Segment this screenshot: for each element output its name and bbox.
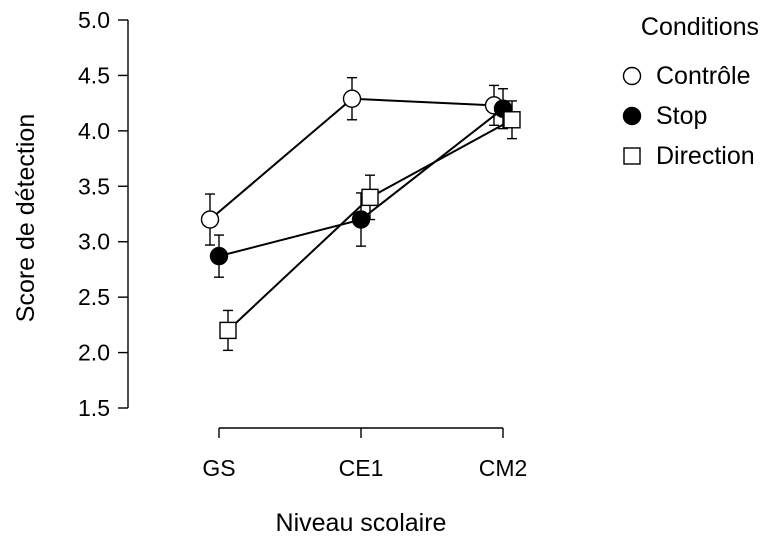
y-tick-label: 2.5 (78, 284, 110, 310)
data-point (200, 210, 220, 229)
legend-marker (622, 106, 642, 126)
y-tick-label: 5.0 (78, 7, 110, 33)
data-point (209, 246, 229, 266)
legend-label: Contrôle (656, 62, 751, 90)
x-axis-label: Niveau scolaire (276, 509, 447, 535)
series-layer (200, 76, 521, 352)
y-tick-label: 1.5 (78, 395, 110, 421)
legend-marker (623, 147, 641, 165)
legend-marker (622, 66, 642, 86)
y-tick-label: 4.0 (78, 118, 110, 144)
x-tick-label: GS (202, 455, 235, 481)
y-tick-label: 3.5 (78, 173, 110, 199)
y-axis-label: Score de détection (12, 114, 40, 322)
y-tick-label: 4.5 (78, 62, 110, 88)
legend-label: Stop (656, 102, 707, 130)
x-axis: GS CE1 CM2 (202, 427, 528, 481)
x-tick-label: CE1 (339, 455, 384, 481)
data-point (342, 89, 362, 108)
y-tick-label: 3.0 (78, 229, 110, 255)
data-point (219, 321, 237, 340)
data-point (361, 188, 379, 207)
y-tick-label: 2.0 (78, 340, 110, 366)
data-point (503, 111, 521, 129)
data-point (351, 210, 371, 229)
series-line-direction (227, 118, 513, 332)
legend-label: Direction (656, 142, 755, 170)
x-tick-label: CM2 (479, 455, 528, 481)
legend-title: Conditions (641, 13, 759, 41)
legend: Conditions Contrôle Stop Direction (622, 13, 759, 170)
y-axis: 1.5 2.0 2.5 3.0 3.5 4.0 4.5 5.0 (78, 7, 129, 421)
